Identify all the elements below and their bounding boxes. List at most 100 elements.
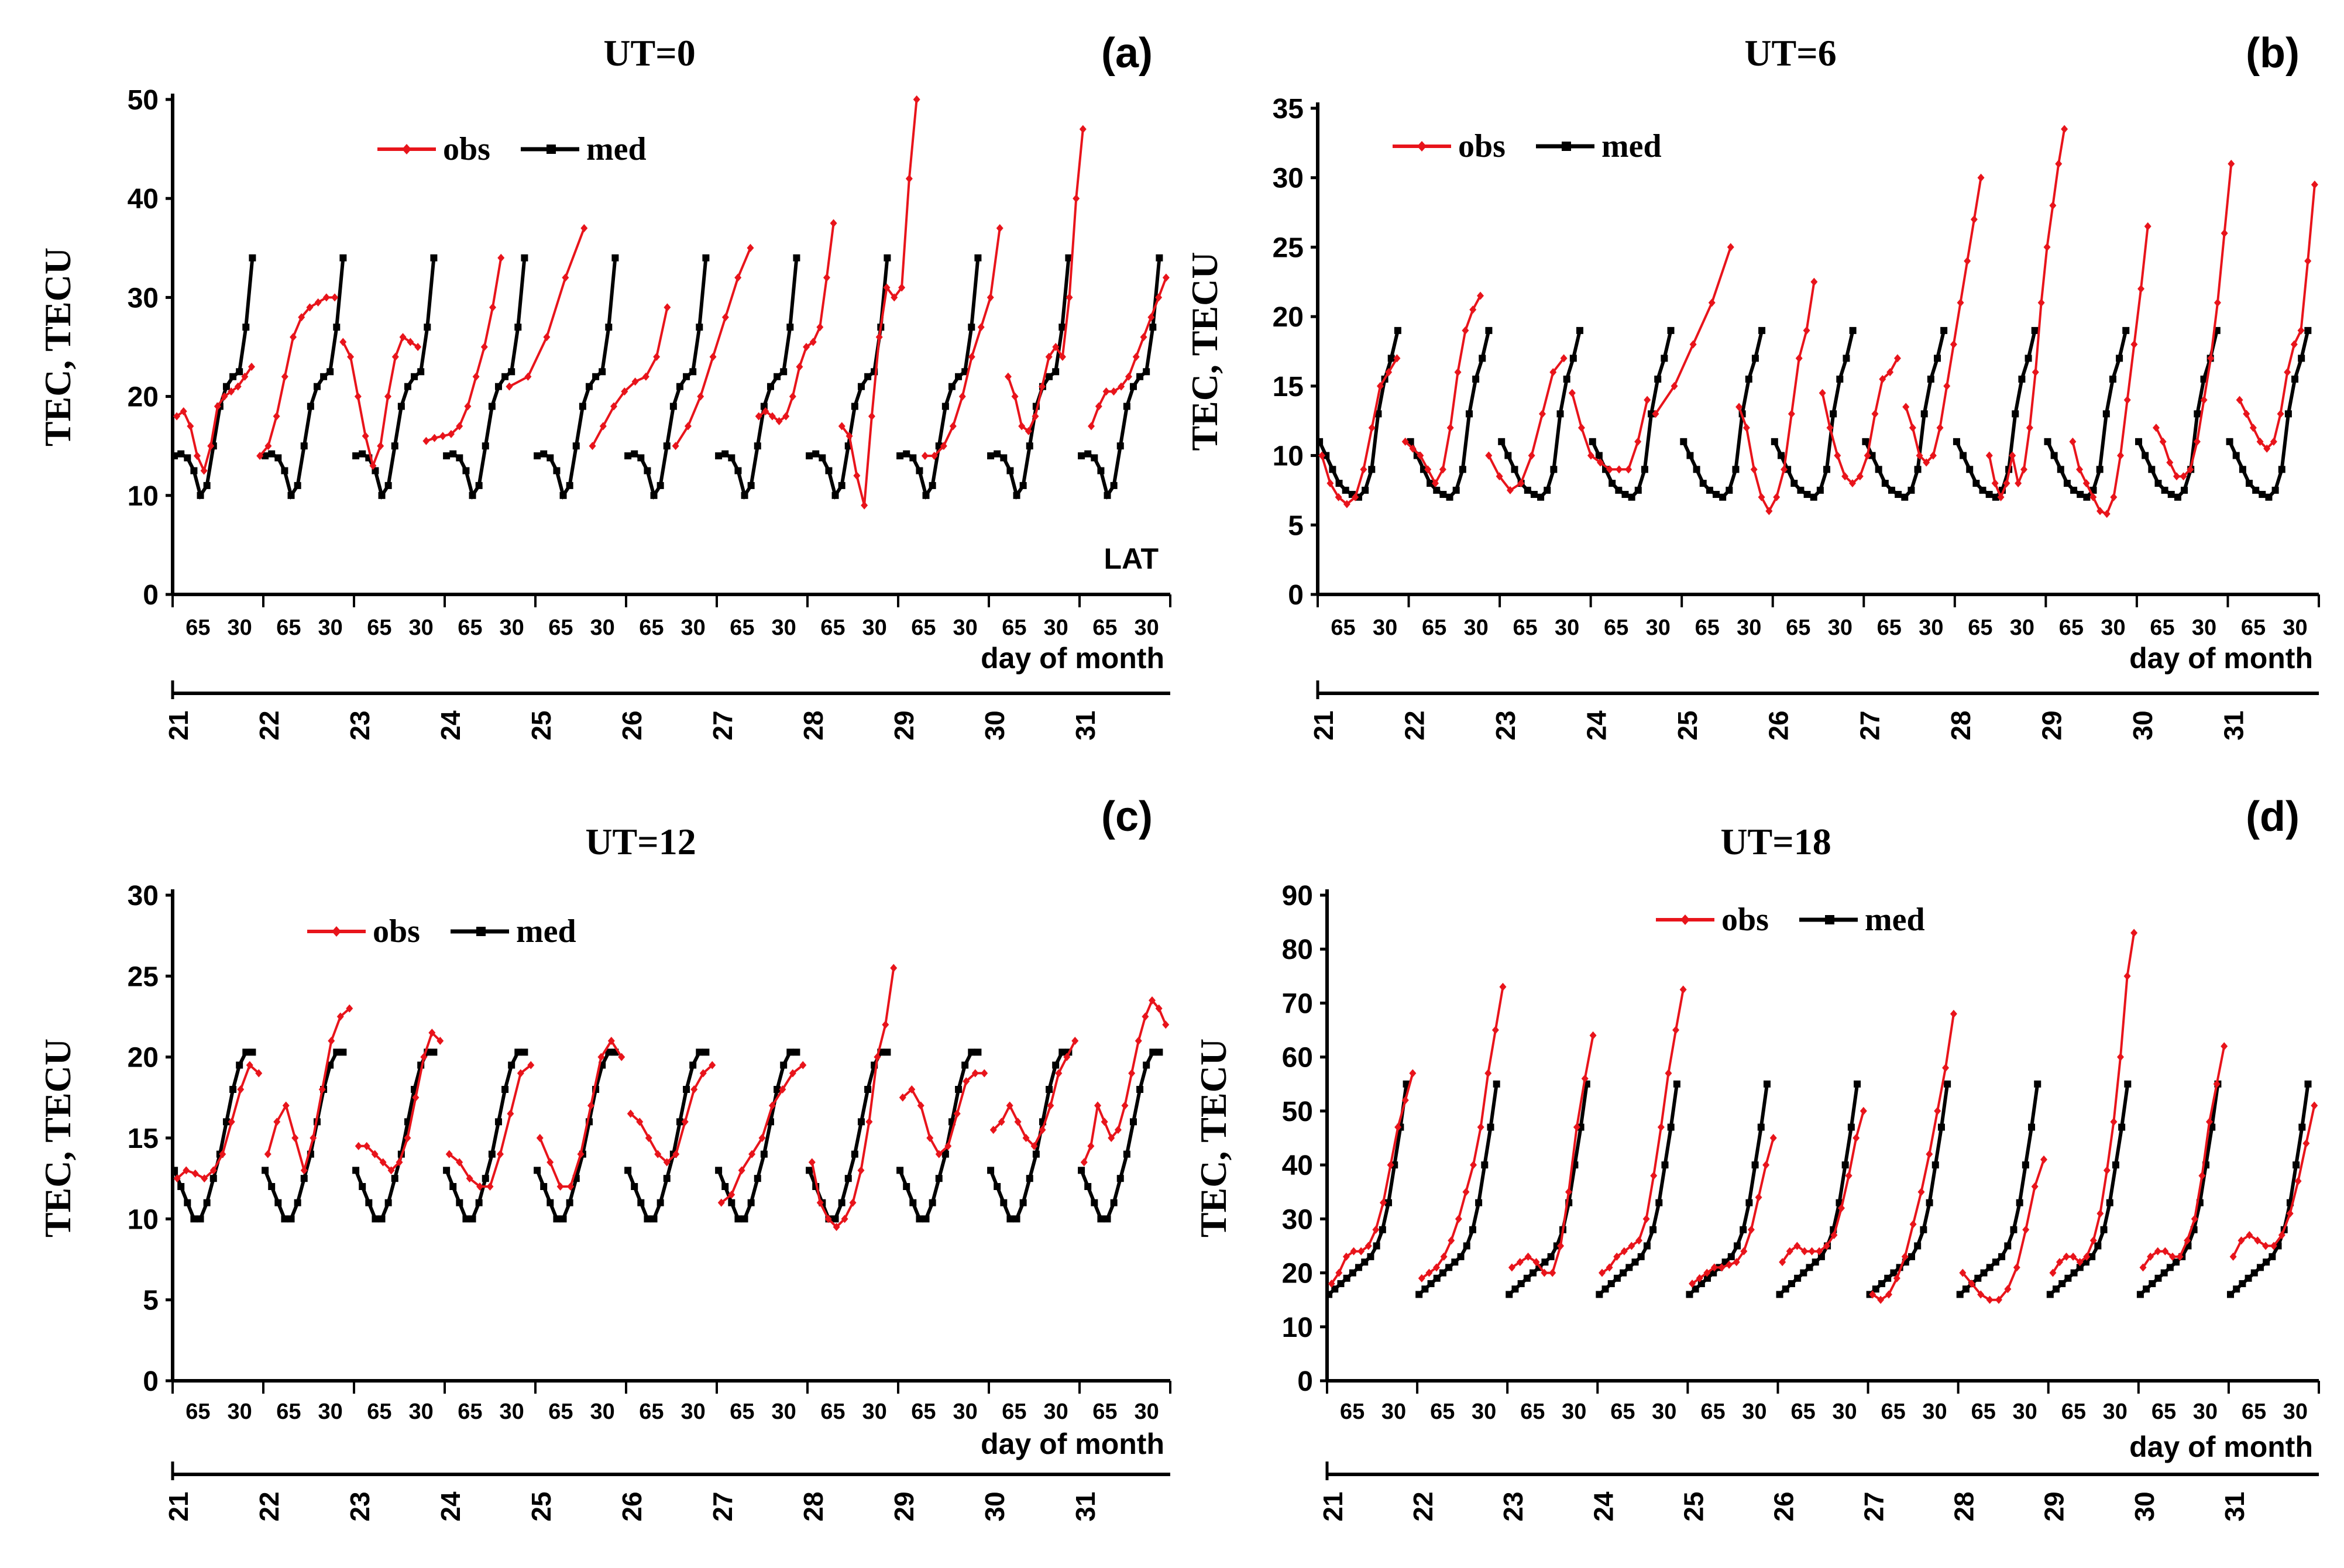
data-point-obs [1860,1106,1867,1115]
data-point-med [851,1150,858,1158]
data-point-med [1704,1274,1711,1282]
data-point-med [2050,452,2058,459]
data-point-med [1550,466,1558,473]
data-point-med [359,450,366,458]
data-point-obs [1793,1242,1801,1250]
lat-tick-label: 30 [500,1399,524,1424]
data-point-obs [2076,1258,2084,1267]
data-point-obs [2166,458,2174,467]
data-point-med [1816,486,1824,494]
data-point-med [2148,466,2156,473]
data-point-med [760,1150,768,1158]
data-point-med [715,452,723,460]
data-point-obs [547,1158,554,1167]
data-point-obs [1454,368,1462,377]
data-point-obs [2262,1242,2270,1250]
data-point-obs [183,1166,190,1175]
data-point-obs [1328,1280,1335,1288]
lat-tick-label: 30 [1737,615,1761,640]
data-point-med [2083,493,2091,501]
data-point-med [1379,1226,1386,1233]
data-point-med [222,1118,230,1126]
lat-tick-label: 65 [1331,615,1355,640]
data-point-med [171,452,178,460]
data-point-med [1667,1123,1675,1131]
data-point-obs [2049,201,2057,210]
data-point-obs [2213,1079,2221,1088]
data-point-med [1920,1226,1927,1233]
data-point-med [1927,375,1934,383]
data-point-med [294,482,301,489]
data-point-obs [256,452,264,460]
data-point-med [1104,1215,1111,1223]
data-point-med [663,442,671,450]
data-point-med [605,1048,613,1056]
data-point-med [2142,452,2149,459]
data-point-med [2149,1280,2156,1287]
y-tick-label: 10 [128,1204,159,1235]
data-point-med [1800,1269,1807,1277]
data-point-med [585,383,593,390]
data-point-obs [2191,1215,2198,1223]
data-point-med [579,403,586,410]
day-label: 25 [526,1491,556,1521]
data-point-med [203,1199,211,1206]
data-point-obs [2228,159,2235,168]
data-point-med [1019,482,1027,489]
data-point-obs [1968,1280,1975,1288]
data-point-med [177,1183,185,1190]
data-point-med [922,491,930,499]
data-point-obs [536,1134,544,1142]
data-point-obs [464,402,472,411]
data-point-obs [865,1117,873,1126]
lat-tick-label: 65 [1790,1399,1815,1424]
data-point-obs [1102,387,1110,396]
lat-tick-label: 30 [681,615,706,640]
day-label: 22 [254,1491,284,1521]
data-point-obs [1409,1069,1417,1078]
data-point-med [1123,403,1130,410]
data-point-med [2160,1269,2168,1277]
data-point-med [1979,486,1986,494]
data-point-obs [2176,1252,2184,1261]
data-point-med [2088,1253,2096,1260]
data-point-obs [996,223,1003,232]
data-point-obs [618,1053,625,1061]
data-point-med [1006,467,1014,474]
data-point-med [884,254,891,262]
data-point-med [1907,486,1915,494]
data-point-med [443,1167,451,1174]
data-point-obs [228,387,235,396]
data-point-obs [1733,1258,1740,1267]
data-point-med [1000,1199,1008,1206]
legend: obs med [377,131,647,167]
day-label: 21 [1308,710,1339,740]
data-point-med [1149,324,1157,331]
data-point-med [540,450,548,458]
data-point-obs [354,392,362,401]
data-point-obs [663,1158,671,1167]
data-point-obs [1401,1096,1409,1105]
data-point-obs [1577,424,1585,432]
y-tick-label: 10 [128,481,159,512]
y-tick-label: 30 [128,283,159,314]
data-point-obs [1986,1295,1994,1304]
data-point-obs [2022,1225,2030,1234]
data-point-med [1569,355,1577,362]
data-point-med [1974,1274,1982,1282]
data-point-med [812,450,820,458]
data-point-obs [1496,472,1503,481]
data-point-obs [1433,1263,1441,1272]
data-point-med [631,1183,638,1190]
data-point-med [1511,466,1518,473]
data-point-med [449,1183,457,1190]
data-point-obs [1110,387,1118,396]
data-point-obs [439,432,446,441]
data-point-obs [841,1215,848,1223]
day-label: 24 [435,710,466,741]
lat-tick-label: 65 [639,615,664,640]
data-point-med [1868,452,1876,459]
data-point-med [2161,486,2168,494]
data-point-med [333,1048,341,1056]
data-point-med [2245,1274,2252,1282]
